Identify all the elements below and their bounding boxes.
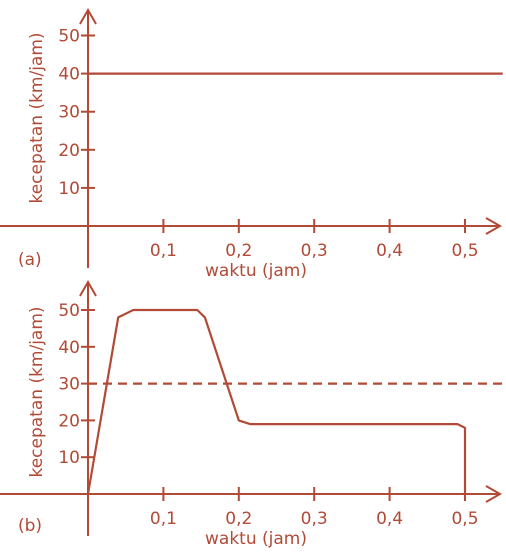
y-tick-label: 20 <box>58 411 80 431</box>
tick-labels: 0,1 0,2 0,3 0,4 0,5 10 20 30 40 50 <box>58 27 478 262</box>
y-tick-label: 40 <box>58 338 80 358</box>
panel-label: (a) <box>18 250 42 270</box>
y-tick-label: 10 <box>58 179 80 199</box>
y-tick-label: 40 <box>58 65 80 85</box>
data-series <box>86 308 503 495</box>
x-tick-label: 0,1 <box>150 241 177 261</box>
tick-labels: 0,1 0,2 0,3 0,4 0,5 10 20 30 40 50 <box>58 301 478 529</box>
series-line <box>86 308 467 495</box>
y-tick-label: 30 <box>58 375 80 395</box>
chart-panel-b: 0,1 0,2 0,3 0,4 0,5 10 20 30 40 50 waktu (jam) ke… <box>0 279 503 549</box>
y-axis-arrow <box>79 279 97 297</box>
chart-panel-a: 0,1 0,2 0,3 0,4 0,5 10 20 30 40 50 waktu (jam) ke… <box>0 7 503 281</box>
x-axis-label: waktu (jam) <box>205 529 307 549</box>
y-axis-label: kecepatan (km/jam) <box>27 306 47 477</box>
y-tick-label: 10 <box>58 448 80 468</box>
x-tick-label: 0,4 <box>376 241 403 261</box>
x-tick-label: 0,3 <box>301 509 328 529</box>
y-tick-label: 50 <box>58 27 80 47</box>
x-tick-label: 0,3 <box>301 241 328 261</box>
x-axis-label: waktu (jam) <box>205 261 307 281</box>
x-tick-label: 0,2 <box>225 241 252 261</box>
axes <box>0 7 503 268</box>
x-tick-label: 0,2 <box>225 509 252 529</box>
y-tick-label: 50 <box>58 301 80 321</box>
y-axis-arrow <box>79 7 97 25</box>
panel-label: (b) <box>18 516 42 536</box>
x-tick-label: 0,1 <box>150 509 177 529</box>
x-axis-arrow <box>485 217 503 235</box>
y-tick-label: 30 <box>58 103 80 123</box>
x-tick-label: 0,4 <box>376 509 403 529</box>
x-axis-arrow <box>485 485 503 503</box>
x-tick-label: 0,5 <box>451 241 478 261</box>
y-tick-label: 20 <box>58 141 80 161</box>
y-axis-label: kecepatan (km/jam) <box>27 32 47 203</box>
x-tick-label: 0,5 <box>451 509 478 529</box>
